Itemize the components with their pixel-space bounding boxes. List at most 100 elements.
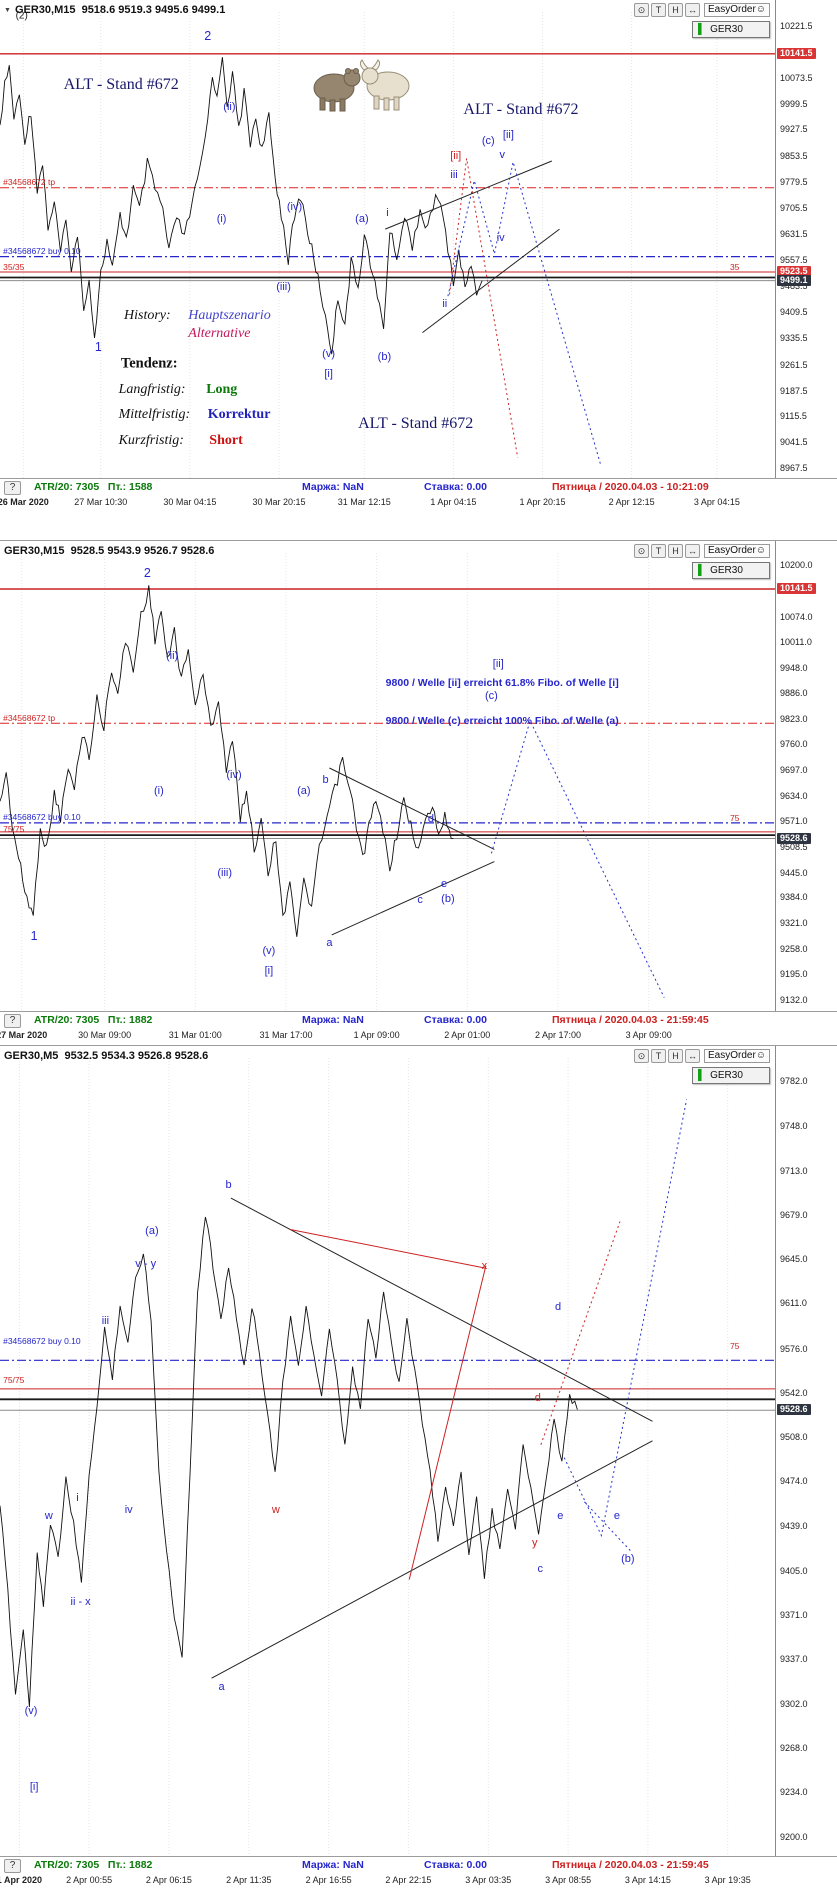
wave-label: i bbox=[76, 1491, 79, 1504]
price-label: 9132.0 bbox=[780, 995, 808, 1005]
price-label: 10074.0 bbox=[780, 611, 813, 622]
toolbar-button-template[interactable]: T bbox=[650, 1049, 666, 1063]
wave-label: a bbox=[326, 937, 333, 949]
easyorder-button[interactable]: EasyOrder☺ bbox=[703, 3, 770, 17]
time-label: 30 Mar 09:00 bbox=[78, 1030, 132, 1040]
chart-dropdown-icon[interactable]: ▼ bbox=[4, 6, 11, 14]
chart-title: GER30,M15 9518.6 9519.3 9495.6 9499.1 bbox=[14, 4, 226, 16]
margin-status: Маржа: NaN bbox=[302, 1859, 364, 1871]
time-label: 2 Apr 16:55 bbox=[305, 1875, 352, 1885]
help-button[interactable]: ? bbox=[4, 481, 21, 495]
toolbar-button-expand-icon[interactable]: ↔ bbox=[684, 544, 700, 558]
price-badge: 10141.5 bbox=[777, 47, 816, 59]
price-badge: 10141.5 bbox=[777, 583, 816, 594]
chart-title: GER30,M15 9528.5 9543.9 9526.7 9528.6 bbox=[4, 545, 215, 557]
wave-label: [i] bbox=[324, 368, 333, 381]
time-label: 30 Mar 20:15 bbox=[252, 497, 306, 507]
symbol-selector[interactable]: ▌ GER30 bbox=[692, 21, 770, 38]
wave-label: (iii) bbox=[217, 866, 233, 879]
time-label: 27 Mar 2020 bbox=[0, 1030, 48, 1040]
price-label: 9927.5 bbox=[780, 124, 808, 135]
toolbar-button-template[interactable]: T bbox=[650, 544, 666, 558]
price-chart-canvas[interactable] bbox=[0, 541, 775, 1013]
status-bar: ? ATR/20: 7305 Пт.: 1588 Маржа: NaN Став… bbox=[0, 481, 837, 496]
wave-label: a bbox=[218, 1681, 225, 1694]
stake-status: Ставка: 0.00 bbox=[424, 1014, 487, 1026]
toolbar-button-history[interactable]: H bbox=[667, 3, 683, 17]
wave-label: (iii) bbox=[276, 281, 291, 294]
wave-label: iii bbox=[450, 169, 458, 182]
time-label: 3 Apr 08:55 bbox=[545, 1875, 592, 1885]
order-line-label: 75 bbox=[729, 813, 740, 824]
easyorder-button[interactable]: EasyOrder☺ bbox=[703, 1049, 770, 1063]
datetime-status: Пятница / 2020.04.03 - 10:21:09 bbox=[552, 481, 709, 493]
wave-label: (v) bbox=[262, 945, 276, 958]
chart-toolbar: ⊙ T H ↔ EasyOrder☺ bbox=[633, 1049, 770, 1063]
toolbar-button-expand-icon[interactable]: ↔ bbox=[684, 1049, 700, 1063]
time-label: 26 Mar 2020 bbox=[0, 497, 49, 507]
time-label: 27 Mar 10:30 bbox=[74, 497, 128, 507]
wave-label: 1 bbox=[30, 928, 38, 943]
toolbar-button-history[interactable]: H bbox=[667, 544, 683, 558]
datetime-status: Пятница / 2020.04.03 - 21:59:45 bbox=[552, 1014, 709, 1026]
price-label: 9115.5 bbox=[780, 411, 807, 421]
toolbar-button-template[interactable]: T bbox=[650, 3, 666, 17]
wave-label: ii - x bbox=[70, 1595, 91, 1608]
order-line-label: 75/75 bbox=[3, 1374, 25, 1385]
wave-label: i bbox=[386, 207, 389, 220]
time-label: 1 Apr 09:00 bbox=[353, 1030, 400, 1040]
status-bar: ? ATR/20: 7305 Пт.: 1882 Маржа: NaN Став… bbox=[0, 1859, 837, 1874]
toolbar-button-history[interactable]: H bbox=[667, 1049, 683, 1063]
time-label: 2 Apr 01:00 bbox=[444, 1030, 491, 1040]
time-label: 31 Mar 17:00 bbox=[259, 1030, 313, 1040]
symbol-selector[interactable]: ▌ GER30 bbox=[692, 1067, 770, 1084]
toolbar-button-expand-icon[interactable]: ↔ bbox=[684, 3, 700, 17]
toolbar-button-mode-icon[interactable]: ⊙ bbox=[633, 1049, 649, 1063]
wave-label: (v) bbox=[322, 348, 336, 361]
price-label: 9041.5 bbox=[780, 437, 808, 448]
price-label: 9200.0 bbox=[780, 1831, 808, 1842]
time-label: 31 Mar 01:00 bbox=[168, 1030, 222, 1040]
wave-label: (iv) bbox=[226, 768, 242, 781]
alt-stand-note: ALT - Stand #672 bbox=[358, 415, 474, 433]
chart-title: GER30,M5 9532.5 9534.3 9526.8 9528.6 bbox=[4, 1050, 209, 1062]
order-line-label: 35 bbox=[729, 262, 740, 273]
wave-label: (a) bbox=[145, 1224, 159, 1237]
wave-label: [i] bbox=[29, 1781, 39, 1794]
indicator-bar-icon: ▌ bbox=[698, 564, 706, 576]
price-label: 9611.0 bbox=[780, 1298, 807, 1309]
price-label: 9405.0 bbox=[780, 1565, 808, 1576]
price-label: 9645.0 bbox=[780, 1254, 808, 1265]
indicator-bar-icon: ▌ bbox=[698, 1069, 706, 1081]
price-label: 9823.0 bbox=[780, 713, 808, 724]
price-label: 10200.0 bbox=[780, 560, 813, 571]
help-button[interactable]: ? bbox=[4, 1859, 21, 1873]
time-label: 1 Apr 20:15 bbox=[519, 497, 566, 507]
wave-label: (i) bbox=[154, 785, 164, 798]
price-chart-canvas[interactable] bbox=[0, 1046, 775, 1858]
alt-stand-note: ALT - Stand #672 bbox=[63, 76, 179, 94]
chart-panel-1: (2) 2 ALT - Stand #672 ALT - Stand #672 ALT … bbox=[0, 0, 837, 540]
analysis-text: 9800 / Welle [ii] erreicht 61.8% Fibo. o… bbox=[385, 676, 619, 689]
wave-label: c bbox=[537, 1563, 543, 1576]
easyorder-button[interactable]: EasyOrder☺ bbox=[703, 544, 770, 558]
plot-bottom-separator bbox=[0, 1011, 837, 1012]
price-label: 9679.0 bbox=[780, 1210, 808, 1220]
price-label: 9321.0 bbox=[780, 918, 808, 929]
wave-label: [ii] bbox=[502, 128, 514, 141]
toolbar-button-mode-icon[interactable]: ⊙ bbox=[633, 544, 649, 558]
help-button[interactable]: ? bbox=[4, 1014, 21, 1028]
wave-label: iv bbox=[124, 1503, 133, 1516]
wave-label: e bbox=[613, 1510, 620, 1522]
price-chart-canvas[interactable] bbox=[0, 0, 775, 480]
chart-toolbar: ⊙ T H ↔ EasyOrder☺ bbox=[633, 3, 770, 17]
wave-label: iii bbox=[101, 1315, 110, 1328]
price-label: 9782.0 bbox=[780, 1076, 808, 1087]
price-label: 9483.5 bbox=[780, 281, 808, 292]
symbol-selector[interactable]: ▌ GER30 bbox=[692, 562, 770, 579]
wave-label: (ii) bbox=[165, 649, 179, 662]
analysis-text: 9800 / Welle (c) erreicht 100% Fibo. of … bbox=[385, 714, 619, 727]
toolbar-button-mode-icon[interactable]: ⊙ bbox=[633, 3, 649, 17]
price-label: 9705.5 bbox=[780, 202, 808, 213]
